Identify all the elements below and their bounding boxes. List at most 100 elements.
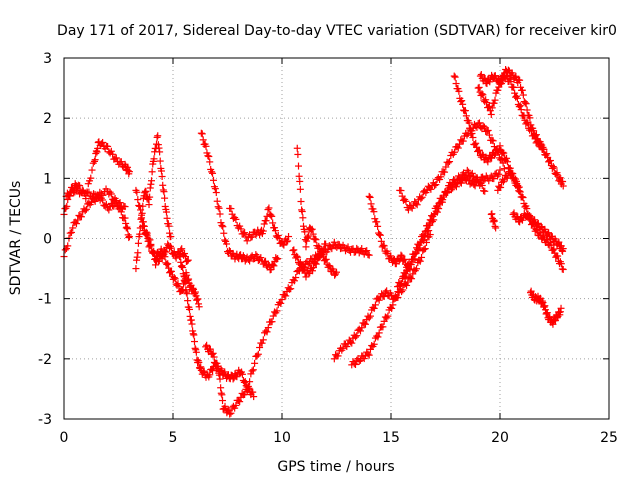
data-point bbox=[356, 327, 364, 335]
data-point bbox=[219, 223, 227, 231]
data-point bbox=[116, 199, 124, 207]
data-point bbox=[258, 339, 266, 347]
data-point bbox=[397, 251, 405, 259]
data-point bbox=[70, 189, 78, 197]
data-point bbox=[133, 188, 141, 196]
data-point bbox=[527, 213, 535, 221]
data-point bbox=[176, 253, 184, 261]
data-point bbox=[532, 131, 540, 139]
data-point bbox=[347, 338, 355, 346]
data-point bbox=[413, 201, 421, 209]
data-point bbox=[322, 255, 330, 263]
data-point bbox=[389, 301, 397, 309]
data-point bbox=[132, 265, 140, 273]
data-point bbox=[425, 227, 433, 235]
data-point bbox=[138, 222, 146, 230]
data-point bbox=[294, 150, 302, 158]
data-point bbox=[284, 237, 292, 245]
data-point bbox=[304, 260, 312, 268]
data-point bbox=[432, 181, 440, 189]
data-point bbox=[217, 384, 225, 392]
data-point bbox=[214, 203, 222, 211]
data-point bbox=[541, 302, 549, 310]
data-point bbox=[430, 216, 438, 224]
data-point bbox=[475, 119, 483, 127]
data-point bbox=[91, 191, 99, 199]
data-point bbox=[254, 350, 262, 358]
data-point bbox=[175, 283, 183, 291]
data-point bbox=[461, 172, 469, 180]
data-point bbox=[186, 305, 194, 313]
data-point bbox=[170, 274, 178, 282]
data-point bbox=[65, 191, 73, 199]
data-point bbox=[304, 232, 312, 240]
data-point bbox=[181, 250, 189, 258]
series-arc-8 bbox=[202, 238, 373, 418]
data-point bbox=[164, 260, 172, 268]
y-tick-label: -1 bbox=[38, 292, 52, 308]
data-point bbox=[156, 157, 164, 165]
data-point bbox=[503, 154, 511, 162]
data-point bbox=[287, 285, 295, 293]
data-point bbox=[76, 190, 84, 198]
data-point bbox=[426, 231, 434, 239]
data-point bbox=[105, 206, 113, 214]
data-point bbox=[356, 356, 364, 364]
data-point bbox=[408, 275, 416, 283]
data-point bbox=[458, 97, 466, 105]
data-point bbox=[489, 137, 497, 145]
data-point bbox=[251, 359, 259, 367]
data-point bbox=[421, 233, 429, 241]
data-point bbox=[444, 159, 452, 167]
data-point bbox=[443, 188, 451, 196]
data-point bbox=[257, 254, 265, 262]
data-point bbox=[83, 189, 91, 197]
series-arc-16 bbox=[396, 119, 508, 214]
data-point bbox=[451, 148, 459, 156]
data-point bbox=[256, 344, 264, 352]
data-point bbox=[64, 242, 72, 250]
data-point bbox=[259, 227, 267, 235]
data-point bbox=[112, 154, 120, 162]
data-point bbox=[516, 102, 524, 110]
data-point bbox=[225, 247, 233, 255]
data-point bbox=[500, 149, 508, 157]
data-point bbox=[523, 205, 531, 213]
data-point bbox=[155, 144, 163, 152]
data-point bbox=[188, 320, 196, 328]
data-point bbox=[547, 241, 555, 249]
y-tick-label: 0 bbox=[43, 232, 52, 248]
data-point bbox=[298, 208, 306, 216]
data-point bbox=[187, 316, 195, 324]
data-point bbox=[468, 129, 476, 137]
data-point bbox=[277, 299, 285, 307]
data-point bbox=[200, 367, 208, 375]
data-point bbox=[102, 200, 110, 208]
data-point bbox=[166, 229, 174, 237]
data-point bbox=[220, 229, 228, 237]
data-point bbox=[152, 261, 160, 269]
data-point bbox=[494, 86, 502, 94]
data-point bbox=[206, 345, 214, 353]
data-point bbox=[87, 174, 95, 182]
data-point bbox=[142, 188, 150, 196]
data-point bbox=[487, 210, 495, 218]
data-point bbox=[380, 293, 388, 301]
data-point bbox=[416, 244, 424, 252]
data-point bbox=[442, 189, 450, 197]
data-point bbox=[191, 288, 199, 296]
data-point bbox=[189, 330, 197, 338]
data-point bbox=[243, 237, 251, 245]
y-tick-label: -2 bbox=[38, 352, 52, 368]
data-point bbox=[142, 228, 150, 236]
data-point bbox=[215, 371, 223, 379]
data-point bbox=[273, 307, 281, 315]
data-point bbox=[209, 169, 217, 177]
data-point bbox=[76, 182, 84, 190]
data-point bbox=[366, 193, 374, 201]
data-point bbox=[171, 275, 179, 283]
data-point bbox=[523, 106, 531, 114]
data-point bbox=[420, 245, 428, 253]
data-point bbox=[122, 224, 130, 232]
